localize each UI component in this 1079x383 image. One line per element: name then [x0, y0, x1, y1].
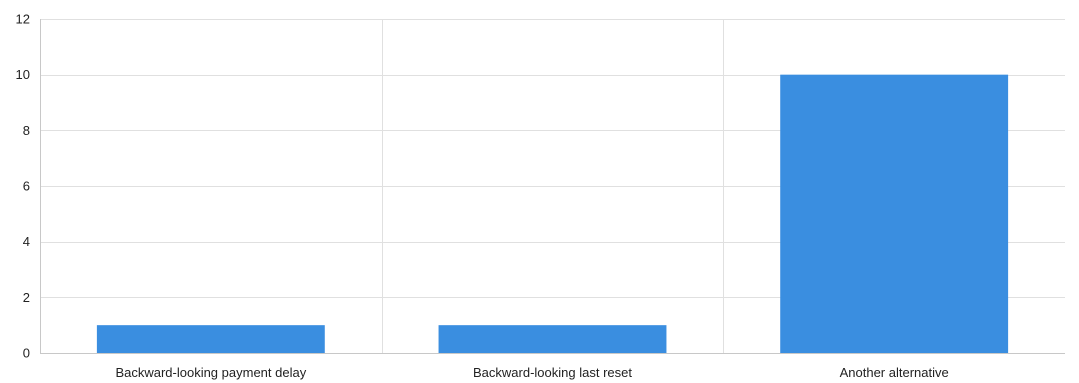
x-category-label: Backward-looking last reset	[473, 365, 632, 380]
x-category-label: Another alternative	[840, 365, 949, 380]
axes	[40, 19, 1065, 354]
y-tick-label: 4	[23, 234, 30, 249]
y-tick-label: 6	[23, 179, 30, 194]
y-tick-label: 8	[23, 123, 30, 138]
y-tick-label: 2	[23, 290, 30, 305]
y-tick-label: 12	[16, 12, 30, 27]
y-tick-labels: 0 2 4 6 8 10 12	[16, 12, 30, 361]
bar	[438, 325, 667, 353]
x-category-label: Backward-looking payment delay	[115, 365, 306, 380]
y-tick-label: 0	[23, 346, 30, 361]
bar	[780, 74, 1009, 354]
bar	[96, 325, 325, 353]
y-tick-label: 10	[16, 67, 30, 82]
x-category-labels: Backward-looking payment delay Backward-l…	[115, 365, 948, 380]
bars	[96, 74, 1009, 354]
